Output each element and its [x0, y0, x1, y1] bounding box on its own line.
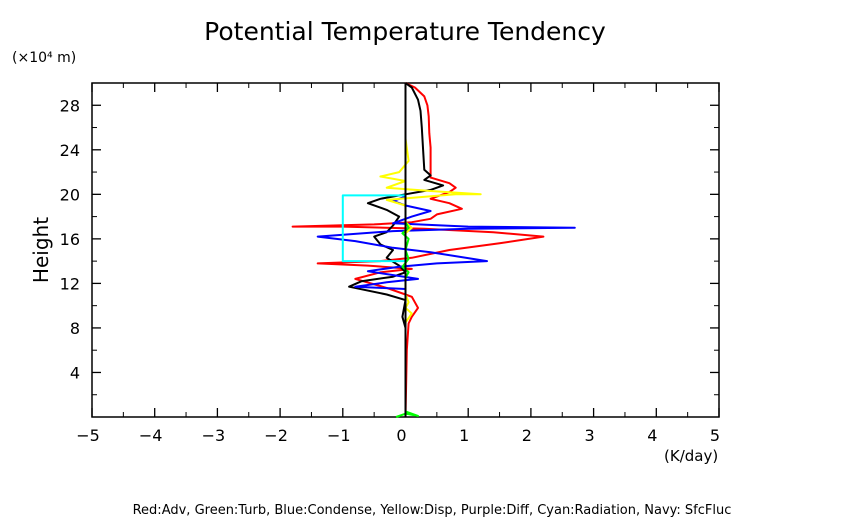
x-tick-label: 0: [396, 426, 406, 445]
x-tick-label: 3: [585, 426, 595, 445]
x-tick-label: −4: [139, 426, 163, 445]
y-tick-label: 24: [60, 141, 80, 160]
x-tick-label: 1: [459, 426, 469, 445]
x-tick-label: −5: [76, 426, 100, 445]
x-tick-label: −1: [327, 426, 351, 445]
y-axis-label: Height: [29, 217, 53, 283]
x-tick-label: 5: [710, 426, 720, 445]
y-tick-label: 16: [60, 230, 80, 249]
series-line-1: [348, 82, 445, 417]
legend-caption: Red:Adv, Green:Turb, Blue:Condense, Yell…: [133, 503, 732, 518]
series-group: [291, 82, 576, 418]
x-tick-label: 2: [522, 426, 532, 445]
y-axis-unit-label: (×10⁴ m): [12, 50, 76, 66]
x-tick-label: −3: [202, 426, 226, 445]
x-axis-unit-label: (K/day): [664, 447, 718, 465]
chart-title: Potential Temperature Tendency: [204, 17, 606, 46]
y-tick-label: 20: [60, 185, 80, 204]
x-tick-label: 4: [647, 426, 657, 445]
y-tick-label: 4: [70, 363, 80, 382]
series-line-2: [316, 83, 576, 417]
x-tick-label: −2: [264, 426, 288, 445]
y-tick-label: 12: [60, 274, 80, 293]
series-line-3: [379, 83, 482, 417]
y-tick-label: 8: [70, 319, 80, 338]
series-line-6: [341, 194, 406, 263]
y-tick-label: 28: [60, 96, 80, 115]
